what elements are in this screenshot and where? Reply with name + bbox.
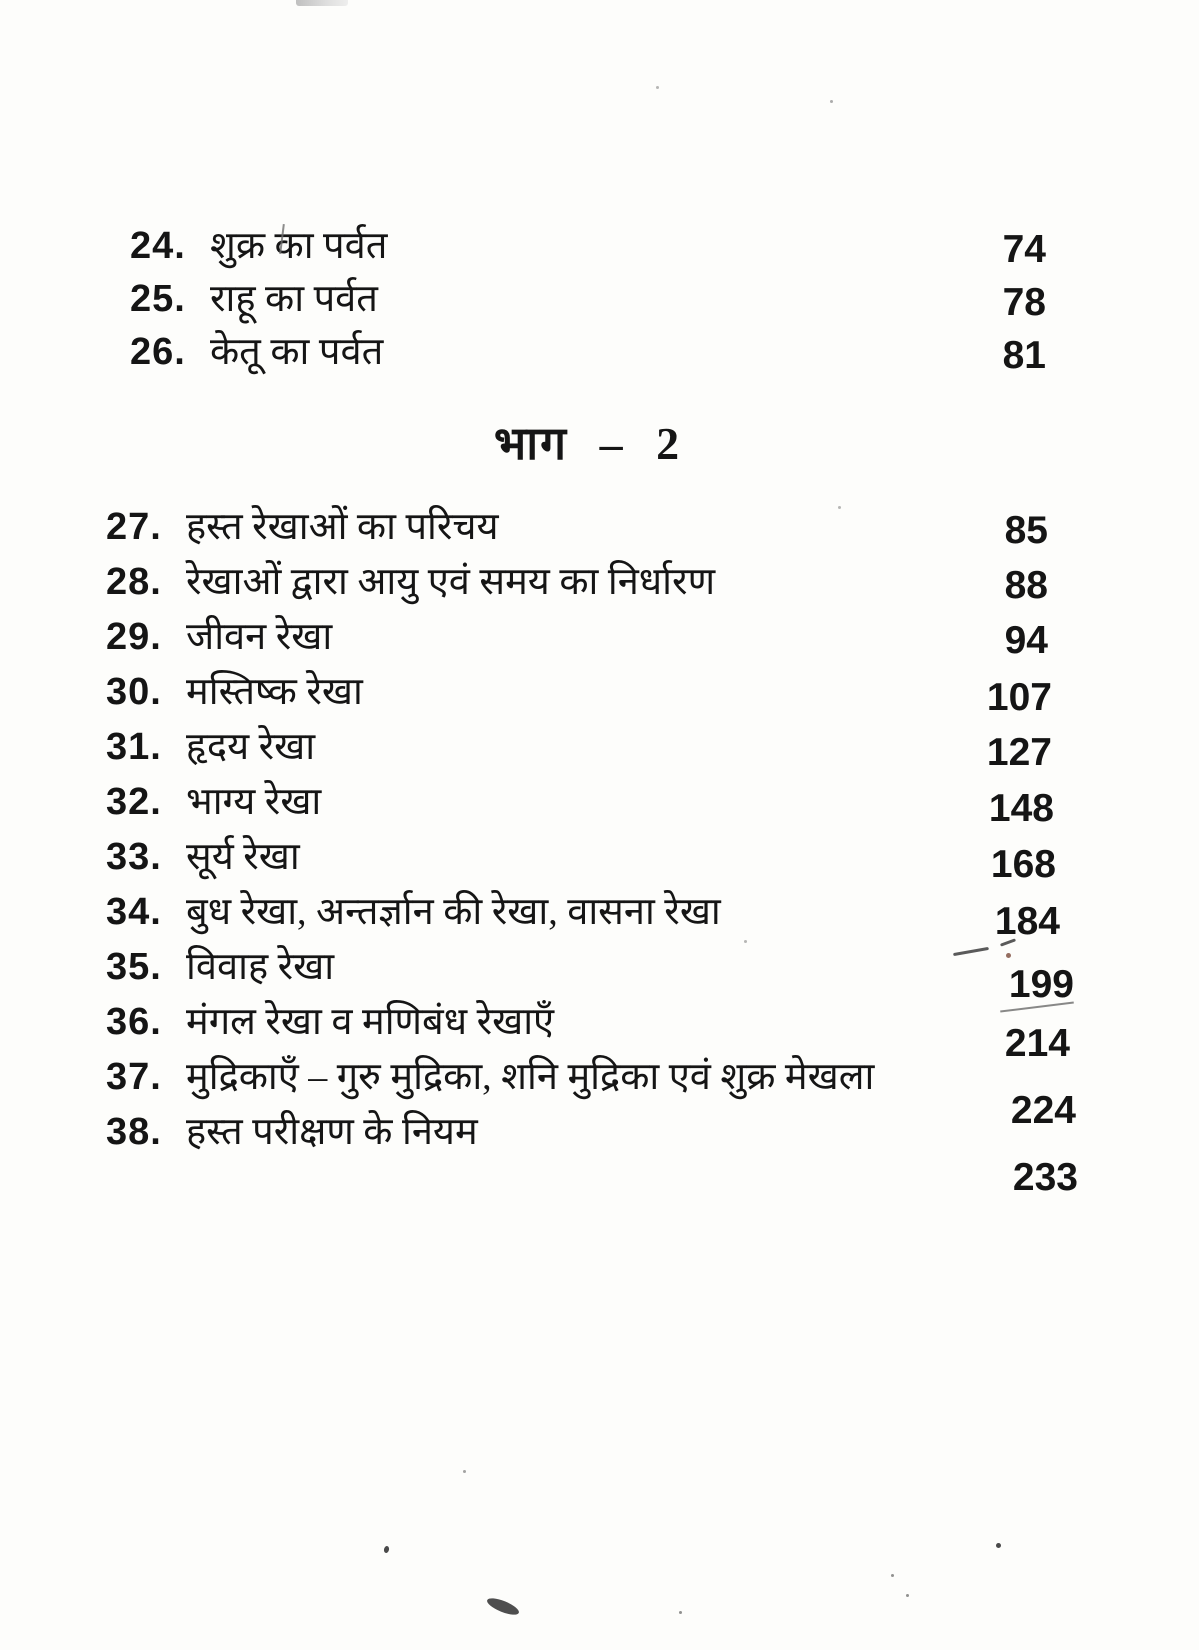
toc-row: 37. मुद्रिकाएँ – गुरु मुद्रिका, शनि मुद्… bbox=[106, 1049, 1076, 1132]
scan-speckle bbox=[679, 1611, 682, 1614]
item-number: 28. bbox=[106, 561, 162, 603]
item-page-number: 224 bbox=[1010, 1089, 1076, 1132]
item-page-number: 94 bbox=[1004, 619, 1048, 662]
item-number: 30. bbox=[106, 671, 162, 713]
item-number: 26. bbox=[130, 331, 186, 373]
item-number: 33. bbox=[106, 836, 162, 878]
item-page-number: 107 bbox=[986, 676, 1052, 719]
item-title: विवाह रेखा bbox=[186, 946, 335, 988]
scan-speckle bbox=[906, 1594, 909, 1597]
toc-row: 28. रेखाओं द्वारा आयु एवं समय का निर्धार… bbox=[106, 554, 1048, 609]
scan-speckle bbox=[656, 86, 659, 89]
ink-blob bbox=[485, 1595, 521, 1618]
toc-row: 35. विवाह रेखा 199 bbox=[106, 939, 1074, 1006]
item-page-number: 214 bbox=[1004, 1022, 1070, 1065]
item-page-number: 74 bbox=[1002, 228, 1046, 271]
toc-row: 34. बुध रेखा, अन्तर्ज्ञान की रेखा, वासना… bbox=[106, 884, 1060, 943]
item-number: 35. bbox=[106, 946, 162, 988]
item-page-number: 184 bbox=[994, 900, 1060, 943]
item-number: 29. bbox=[106, 616, 162, 658]
scan-speckle bbox=[891, 1574, 894, 1577]
item-page-number: 148 bbox=[988, 787, 1054, 830]
item-number: 25. bbox=[130, 278, 186, 320]
toc-row: 24. शुक्र का पर्वत 74 bbox=[130, 218, 1046, 271]
scan-speckle bbox=[996, 1543, 1001, 1548]
toc-row: 38. हस्त परीक्षण के नियम 233 bbox=[106, 1104, 1078, 1199]
item-number: 27. bbox=[106, 506, 162, 548]
item-title: हृदय रेखा bbox=[186, 726, 316, 768]
item-number: 34. bbox=[106, 891, 162, 933]
item-page-number: 88 bbox=[1004, 564, 1048, 607]
toc-part1-section: 24. शुक्र का पर्वत 74 25. राहू का पर्वत … bbox=[0, 218, 1199, 377]
item-title: जीवन रेखा bbox=[186, 616, 333, 658]
item-page-number: 78 bbox=[1002, 281, 1046, 324]
item-title: केतू का पर्वत bbox=[210, 331, 384, 373]
toc-row: 29. जीवन रेखा 94 bbox=[106, 609, 1048, 664]
item-title: शुक्र का पर्वत bbox=[210, 225, 388, 267]
toc-row: 25. राहू का पर्वत 78 bbox=[130, 271, 1046, 324]
item-title: बुध रेखा, अन्तर्ज्ञान की रेखा, वासना रेख… bbox=[186, 891, 721, 933]
item-number: 32. bbox=[106, 781, 162, 823]
toc-row: 32. भाग्य रेखा 148 bbox=[106, 774, 1054, 830]
item-title: मस्तिष्क रेखा bbox=[186, 671, 363, 713]
scan-smudge bbox=[296, 0, 348, 6]
toc-part2-section: 27. हस्त रेखाओं का परिचय 85 28. रेखाओं द… bbox=[0, 499, 1199, 1199]
item-page-number: 233 bbox=[1012, 1156, 1078, 1199]
item-title: भाग्य रेखा bbox=[186, 781, 322, 823]
item-page-number: 199 bbox=[1008, 963, 1074, 1006]
scan-speckle bbox=[463, 1470, 466, 1473]
item-number: 37. bbox=[106, 1056, 162, 1098]
item-page-number: 127 bbox=[986, 731, 1052, 774]
toc-row: 33. सूर्य रेखा 168 bbox=[106, 829, 1056, 886]
item-title: हस्त रेखाओं का परिचय bbox=[186, 506, 499, 548]
item-number: 38. bbox=[106, 1111, 162, 1153]
toc-row: 31. हृदय रेखा 127 bbox=[106, 719, 1052, 774]
item-title: हस्त परीक्षण के नियम bbox=[186, 1111, 478, 1153]
item-title: मंगल रेखा व मणिबंध रेखाएँ bbox=[186, 1001, 555, 1043]
item-number: 31. bbox=[106, 726, 162, 768]
toc-row: 36. मंगल रेखा व मणिबंध रेखाएँ 214 bbox=[106, 994, 1070, 1065]
scan-speckle bbox=[383, 1545, 390, 1554]
item-title: राहू का पर्वत bbox=[210, 278, 378, 320]
item-page-number: 168 bbox=[990, 843, 1056, 886]
item-title: सूर्य रेखा bbox=[186, 836, 300, 878]
item-title: रेखाओं द्वारा आयु एवं समय का निर्धारण bbox=[186, 561, 716, 603]
item-page-number: 85 bbox=[1004, 509, 1048, 552]
part-2-heading: भाग – 2 bbox=[493, 418, 682, 469]
toc-row: 26. केतू का पर्वत 81 bbox=[130, 324, 1046, 377]
scan-speckle bbox=[830, 100, 833, 103]
item-number: 36. bbox=[106, 1001, 162, 1043]
toc-row: 27. हस्त रेखाओं का परिचय 85 bbox=[106, 499, 1048, 554]
item-page-number: 81 bbox=[1002, 334, 1046, 377]
item-number: 24. bbox=[130, 225, 186, 267]
toc-row: 30. मस्तिष्क रेखा 107 bbox=[106, 664, 1052, 719]
item-title: मुद्रिकाएँ – गुरु मुद्रिका, शनि मुद्रिका… bbox=[186, 1056, 875, 1098]
